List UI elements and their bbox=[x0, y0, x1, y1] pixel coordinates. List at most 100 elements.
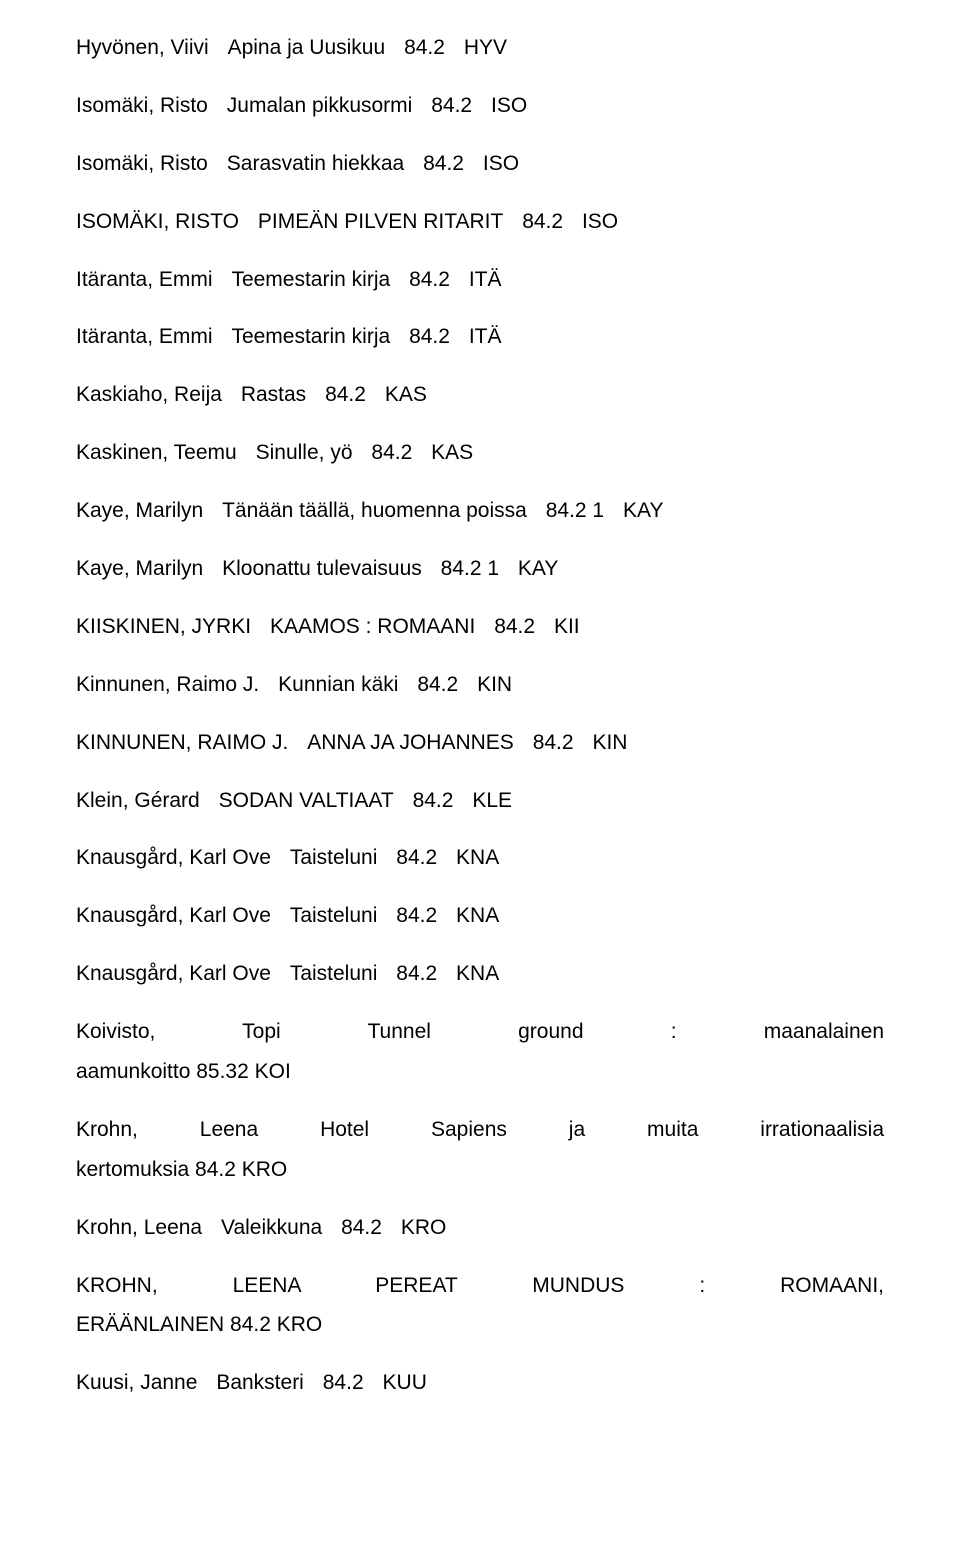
separator bbox=[527, 491, 546, 531]
separator bbox=[437, 838, 456, 878]
shelf-code: KNA bbox=[456, 962, 499, 985]
book-entry: Kuusi, Janne Banksteri 84.2 KUU bbox=[76, 1363, 884, 1403]
author: Knausgård, Karl Ove bbox=[76, 962, 271, 985]
book-entry: Isomäki, Risto Sarasvatin hiekkaa 84.2 I… bbox=[76, 144, 884, 184]
separator bbox=[213, 317, 232, 357]
author: Isomäki, Risto bbox=[76, 94, 208, 117]
classification: 84.2 bbox=[494, 615, 535, 638]
separator bbox=[390, 317, 409, 357]
classification: 84.2 bbox=[409, 268, 450, 291]
book-entry: Isomäki, Risto Jumalan pikkusormi 84.2 I… bbox=[76, 86, 884, 126]
author: KINNUNEN, RAIMO J. bbox=[76, 731, 288, 754]
book-entry: Klein, Gérard SODAN VALTIAAT 84.2 KLE bbox=[76, 781, 884, 821]
shelf-code: ISO bbox=[483, 152, 519, 175]
title: Taisteluni bbox=[290, 846, 378, 869]
separator bbox=[208, 86, 227, 126]
author: Kaye, Marilyn bbox=[76, 557, 203, 580]
separator bbox=[535, 607, 554, 647]
separator bbox=[450, 317, 469, 357]
separator bbox=[271, 838, 290, 878]
author: Itäranta, Emmi bbox=[76, 325, 213, 348]
book-entry: Koivisto, Topi Tunnel ground : maanalain… bbox=[76, 1012, 884, 1052]
title: KAAMOS : ROMAANI bbox=[270, 615, 475, 638]
book-entry: KROHN, LEENA PEREAT MUNDUS : ROMAANI, bbox=[76, 1266, 884, 1306]
title: Kloonattu tulevaisuus bbox=[222, 557, 422, 580]
shelf-code: KAS bbox=[431, 441, 473, 464]
book-entry-continuation: ERÄÄNLAINEN 84.2 KRO bbox=[76, 1305, 884, 1345]
title: Taisteluni bbox=[290, 962, 378, 985]
book-entry: Knausgård, Karl Ove Taisteluni 84.2 KNA bbox=[76, 838, 884, 878]
author: Kaye, Marilyn bbox=[76, 499, 203, 522]
book-entry: Hyvönen, Viivi Apina ja Uusikuu 84.2 HYV bbox=[76, 28, 884, 68]
author: Knausgård, Karl Ove bbox=[76, 904, 271, 927]
separator bbox=[390, 260, 409, 300]
separator bbox=[437, 896, 456, 936]
classification: 84.2 bbox=[396, 846, 437, 869]
shelf-code: KII bbox=[554, 615, 580, 638]
classification: 84.2 1 bbox=[546, 499, 604, 522]
separator bbox=[237, 433, 256, 473]
separator bbox=[453, 781, 472, 821]
separator bbox=[239, 202, 258, 242]
book-entry: Kinnunen, Raimo J. Kunnian käki 84.2 KIN bbox=[76, 665, 884, 705]
shelf-code: KUU bbox=[383, 1371, 427, 1394]
separator bbox=[503, 202, 522, 242]
classification: 84.2 bbox=[417, 673, 458, 696]
author: Knausgård, Karl Ove bbox=[76, 846, 271, 869]
separator bbox=[475, 607, 494, 647]
separator bbox=[259, 665, 278, 705]
separator bbox=[404, 144, 423, 184]
author: KIISKINEN, JYRKI bbox=[76, 615, 251, 638]
separator bbox=[412, 86, 431, 126]
title: Banksteri bbox=[216, 1371, 304, 1394]
book-entry: Knausgård, Karl Ove Taisteluni 84.2 KNA bbox=[76, 896, 884, 936]
separator bbox=[222, 375, 241, 415]
separator bbox=[499, 549, 518, 589]
separator bbox=[209, 28, 228, 68]
separator bbox=[213, 260, 232, 300]
separator bbox=[445, 28, 464, 68]
classification: 84.2 bbox=[431, 94, 472, 117]
title: Rastas bbox=[241, 383, 306, 406]
title: Sarasvatin hiekkaa bbox=[227, 152, 404, 175]
separator bbox=[514, 723, 533, 763]
book-entry: Kaskinen, Teemu Sinulle, yö 84.2 KAS bbox=[76, 433, 884, 473]
book-entry: ISOMÄKI, RISTO PIMEÄN PILVEN RITARIT 84.… bbox=[76, 202, 884, 242]
shelf-code: HYV bbox=[464, 36, 507, 59]
title: Teemestarin kirja bbox=[231, 268, 390, 291]
shelf-code: KNA bbox=[456, 846, 499, 869]
author: Itäranta, Emmi bbox=[76, 268, 213, 291]
classification: 84.2 bbox=[409, 325, 450, 348]
book-entry: Kaskiaho, Reija Rastas 84.2 KAS bbox=[76, 375, 884, 415]
shelf-code: ITÄ bbox=[469, 268, 502, 291]
separator bbox=[366, 375, 385, 415]
book-entry: Knausgård, Karl Ove Taisteluni 84.2 KNA bbox=[76, 954, 884, 994]
author: Kaskiaho, Reija bbox=[76, 383, 222, 406]
separator bbox=[412, 433, 431, 473]
book-entry: Itäranta, Emmi Teemestarin kirja 84.2 IT… bbox=[76, 317, 884, 357]
shelf-code: KRO bbox=[401, 1216, 447, 1239]
separator bbox=[385, 28, 404, 68]
author: ISOMÄKI, RISTO bbox=[76, 210, 239, 233]
separator bbox=[394, 781, 413, 821]
classification: 84.2 bbox=[404, 36, 445, 59]
separator bbox=[472, 86, 491, 126]
title: Tänään täällä, huomenna poissa bbox=[222, 499, 527, 522]
separator bbox=[377, 954, 396, 994]
book-entry: KINNUNEN, RAIMO J. ANNA JA JOHANNES 84.2… bbox=[76, 723, 884, 763]
classification: 84.2 bbox=[396, 904, 437, 927]
separator bbox=[202, 1208, 221, 1248]
author: Krohn, Leena bbox=[76, 1216, 202, 1239]
separator bbox=[200, 781, 219, 821]
book-entry-continuation: aamunkoitto 85.32 KOI bbox=[76, 1052, 884, 1092]
separator bbox=[382, 1208, 401, 1248]
shelf-code: ISO bbox=[582, 210, 618, 233]
author: Kaskinen, Teemu bbox=[76, 441, 237, 464]
separator bbox=[422, 549, 441, 589]
classification: 84.2 bbox=[522, 210, 563, 233]
shelf-code: KIN bbox=[592, 731, 627, 754]
title: Kunnian käki bbox=[278, 673, 398, 696]
separator bbox=[203, 491, 222, 531]
classification: 84.2 bbox=[533, 731, 574, 754]
separator bbox=[377, 838, 396, 878]
